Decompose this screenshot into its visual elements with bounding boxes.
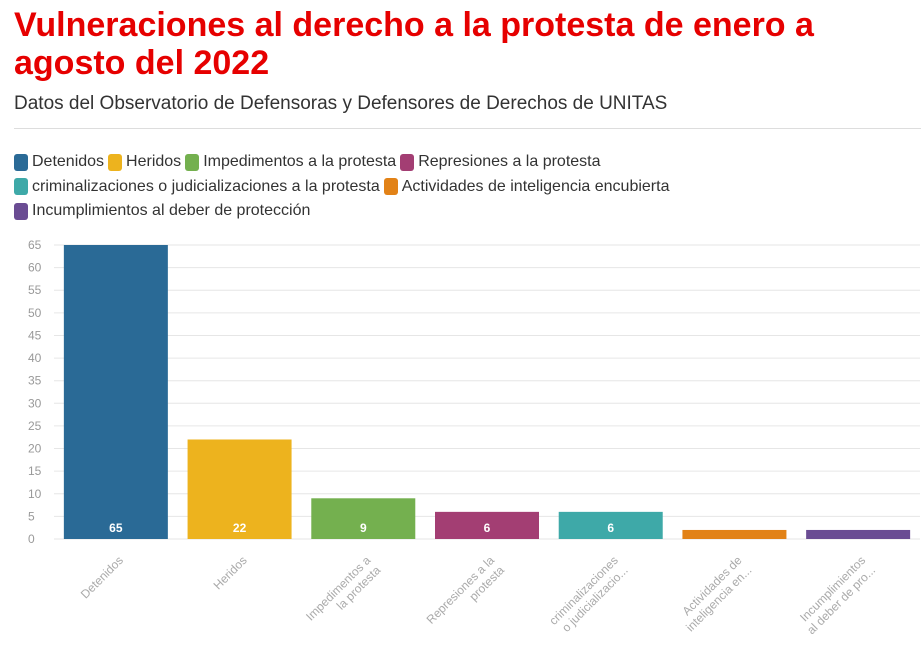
y-tick-label: 50 [28, 306, 42, 320]
legend-swatch [108, 153, 123, 171]
legend-label: criminalizaciones o judicializaciones a … [32, 177, 380, 195]
chart-title: Vulneraciones al derecho a la protesta d… [14, 6, 814, 82]
legend-item-represiones[interactable]: Represiones a la protesta [400, 153, 601, 171]
x-tick-label: Impedimentos ala protesta [303, 553, 383, 624]
y-tick-label: 15 [28, 464, 42, 478]
legend-label: Heridos [126, 153, 182, 171]
y-tick-label: 10 [28, 487, 42, 501]
x-tick-label-line: Detenidos [78, 553, 126, 601]
data-label: 6 [607, 521, 614, 535]
y-tick-label: 20 [28, 442, 42, 456]
legend-swatch [383, 178, 398, 196]
y-tick-label: 65 [28, 238, 42, 252]
bar [558, 511, 663, 539]
data-label: 22 [233, 521, 247, 535]
legend-label: Actividades de inteligencia encubierta [401, 177, 670, 195]
legend-label: Represiones a la protesta [418, 153, 601, 171]
bar [187, 439, 292, 539]
legend-label: Impedimentos a la protesta [203, 153, 397, 171]
bar [682, 529, 787, 539]
data-label: 9 [360, 521, 367, 535]
bar [806, 529, 911, 539]
header-divider [14, 128, 921, 129]
x-tick-label: Heridos [211, 553, 250, 592]
legend-label: Detenidos [32, 153, 105, 171]
legend-row: criminalizaciones o judicializaciones a … [14, 175, 914, 200]
legend-swatch [14, 178, 28, 196]
y-tick-label: 60 [28, 261, 42, 275]
bar [435, 511, 539, 539]
legend: Detenidos Heridos Impedimentos a la prot… [14, 150, 914, 224]
legend-row: Incumplimientos al deber de protección [14, 199, 914, 224]
legend-swatch [400, 153, 415, 171]
legend-item-inteligencia[interactable]: Actividades de inteligencia encubierta [383, 177, 670, 196]
y-tick-label: 5 [28, 509, 35, 523]
y-tick-label: 25 [28, 419, 42, 433]
y-tick-label: 0 [28, 532, 35, 546]
legend-item-detenidos[interactable]: Detenidos [14, 153, 104, 171]
bar [311, 498, 416, 539]
legend-item-heridos[interactable]: Heridos [108, 153, 181, 171]
legend-item-impedimentos[interactable]: Impedimentos a la protesta [185, 153, 396, 171]
legend-swatch [14, 153, 28, 171]
y-tick-label: 40 [28, 351, 42, 365]
y-tick-label: 35 [28, 374, 42, 388]
y-tick-label: 45 [28, 328, 42, 342]
y-tick-label: 55 [28, 283, 42, 297]
y-tick-label: 30 [28, 396, 42, 410]
legend-row: Detenidos Heridos Impedimentos a la prot… [14, 150, 914, 175]
bar [63, 245, 168, 539]
x-tick-label-line: Heridos [211, 553, 250, 592]
legend-item-criminalizaciones[interactable]: criminalizaciones o judicializaciones a … [14, 178, 380, 196]
data-label: 65 [109, 521, 123, 535]
legend-swatch [14, 202, 28, 220]
legend-item-incumplimientos[interactable]: Incumplimientos al deber de protección [14, 202, 310, 220]
legend-swatch [185, 153, 200, 171]
data-label: 6 [484, 521, 491, 535]
chart-subtitle: Datos del Observatorio de Defensoras y D… [14, 93, 668, 114]
x-tick-label: Detenidos [78, 553, 126, 601]
legend-label: Incumplimientos al deber de protección [32, 202, 311, 220]
